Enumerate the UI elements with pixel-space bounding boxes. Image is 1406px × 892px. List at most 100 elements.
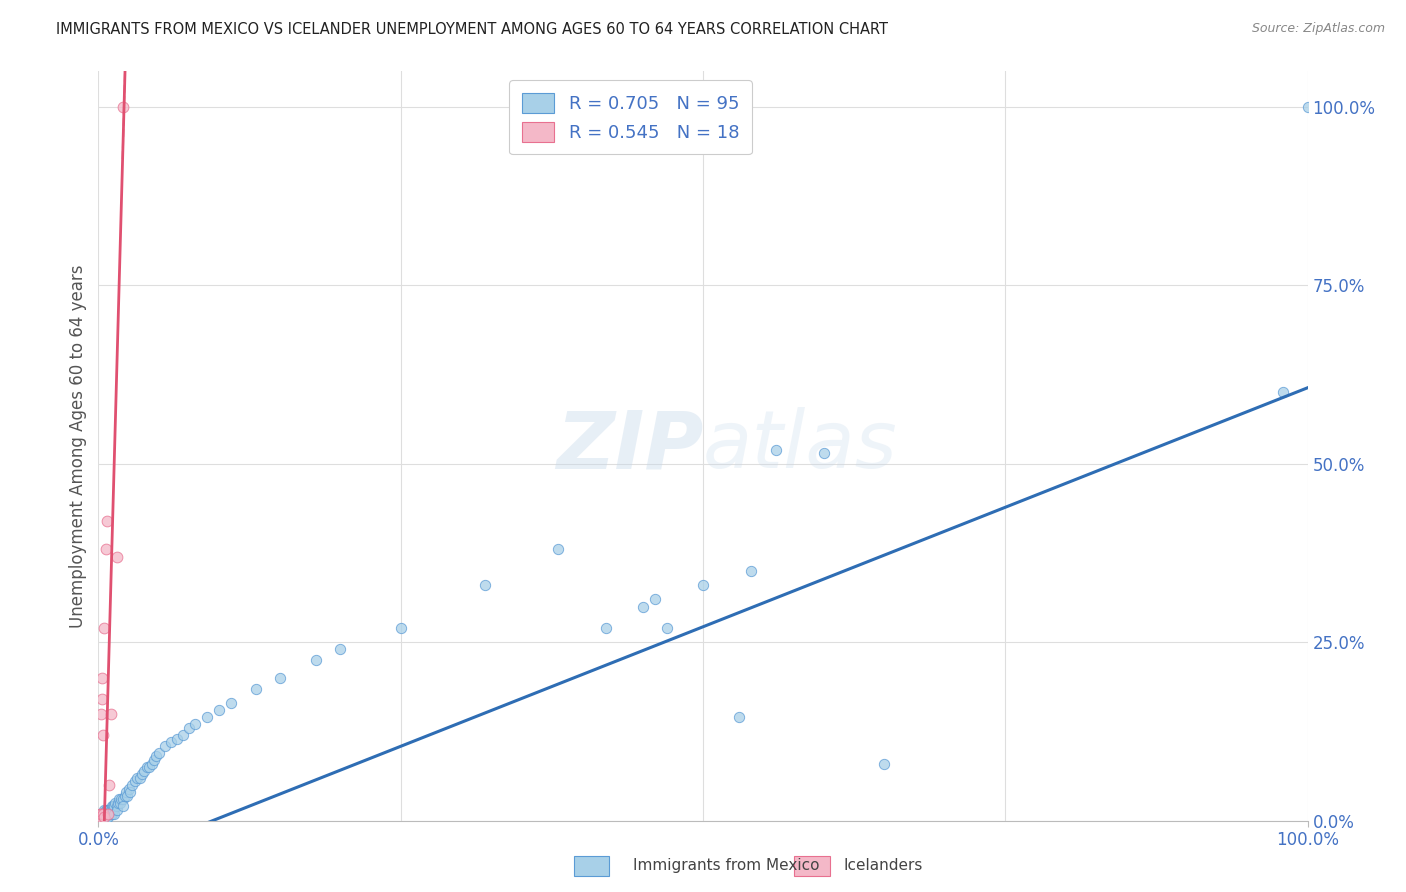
Point [91, 728, 114, 742]
FancyBboxPatch shape [794, 856, 830, 876]
Point [90, 810, 112, 824]
Point [121, 778, 143, 792]
Point [728, 710, 751, 724]
Point [90, 706, 112, 721]
Point [91, 810, 114, 824]
Point [329, 642, 352, 657]
Point [103, 799, 125, 814]
Point [91, 810, 114, 824]
Point [94, 803, 117, 817]
Text: ZIP: ZIP [555, 407, 703, 485]
Point [474, 578, 496, 592]
Point [97, 803, 120, 817]
Point [110, 792, 132, 806]
Point [141, 756, 163, 771]
Point [96, 810, 118, 824]
Point [873, 756, 896, 771]
Point [90, 810, 112, 824]
Point [108, 792, 131, 806]
Point [98, 778, 121, 792]
Point [90, 806, 112, 821]
Point [148, 746, 170, 760]
Point [595, 621, 617, 635]
Point [94, 806, 117, 821]
Point [105, 549, 128, 564]
Point [115, 785, 138, 799]
Point [172, 728, 194, 742]
Text: Source: ZipAtlas.com: Source: ZipAtlas.com [1251, 22, 1385, 36]
Point [89, 810, 111, 824]
Point [138, 760, 160, 774]
Point [100, 806, 122, 821]
Point [94, 810, 117, 824]
Text: Immigrants from Mexico: Immigrants from Mexico [633, 858, 820, 872]
Point [103, 806, 125, 821]
Point [90, 806, 112, 821]
Point [97, 810, 120, 824]
Point [105, 799, 128, 814]
Point [108, 796, 131, 810]
Point [91, 806, 114, 821]
Point [97, 806, 120, 821]
Point [305, 653, 328, 667]
Point [111, 799, 134, 814]
Point [655, 621, 678, 635]
Point [89, 806, 111, 821]
Point [105, 803, 128, 817]
Point [179, 721, 201, 735]
Point [93, 810, 115, 824]
Point [91, 806, 114, 821]
Point [135, 760, 157, 774]
Point [208, 703, 231, 717]
Point [93, 810, 115, 824]
Point [124, 774, 146, 789]
Point [89, 810, 111, 824]
Point [94, 542, 117, 557]
Point [101, 803, 124, 817]
Point [245, 681, 267, 696]
Point [89, 806, 111, 821]
Point [90, 810, 112, 824]
Point [547, 542, 569, 557]
Point [91, 671, 114, 685]
Point [91, 806, 114, 821]
Point [131, 767, 153, 781]
Point [98, 806, 121, 821]
Legend: R = 0.705   N = 95, R = 0.545   N = 18: R = 0.705 N = 95, R = 0.545 N = 18 [509, 80, 752, 154]
Point [145, 749, 167, 764]
Point [90, 806, 112, 821]
Point [153, 739, 176, 753]
Point [692, 578, 714, 592]
Point [107, 796, 129, 810]
Point [98, 803, 121, 817]
Point [91, 692, 114, 706]
Point [269, 671, 291, 685]
Text: Icelanders: Icelanders [844, 858, 922, 872]
Point [93, 621, 115, 635]
Point [813, 446, 835, 460]
Point [143, 753, 166, 767]
Point [93, 803, 115, 817]
Point [134, 764, 156, 778]
Point [96, 514, 118, 528]
Point [1272, 385, 1295, 400]
Point [114, 789, 136, 803]
Text: IMMIGRANTS FROM MEXICO VS ICELANDER UNEMPLOYMENT AMONG AGES 60 TO 64 YEARS CORRE: IMMIGRANTS FROM MEXICO VS ICELANDER UNEM… [56, 22, 889, 37]
Text: atlas: atlas [703, 407, 898, 485]
Point [631, 599, 654, 614]
Point [100, 799, 122, 814]
Point [740, 564, 762, 578]
Point [118, 785, 141, 799]
Point [166, 731, 188, 746]
Point [389, 621, 412, 635]
Point [117, 789, 139, 803]
Point [91, 806, 114, 821]
Point [91, 810, 114, 824]
Point [1296, 100, 1319, 114]
FancyBboxPatch shape [574, 856, 609, 876]
Y-axis label: Unemployment Among Ages 60 to 64 years: Unemployment Among Ages 60 to 64 years [69, 264, 87, 628]
Point [100, 806, 122, 821]
Point [101, 799, 124, 814]
Point [91, 806, 114, 821]
Point [91, 810, 114, 824]
